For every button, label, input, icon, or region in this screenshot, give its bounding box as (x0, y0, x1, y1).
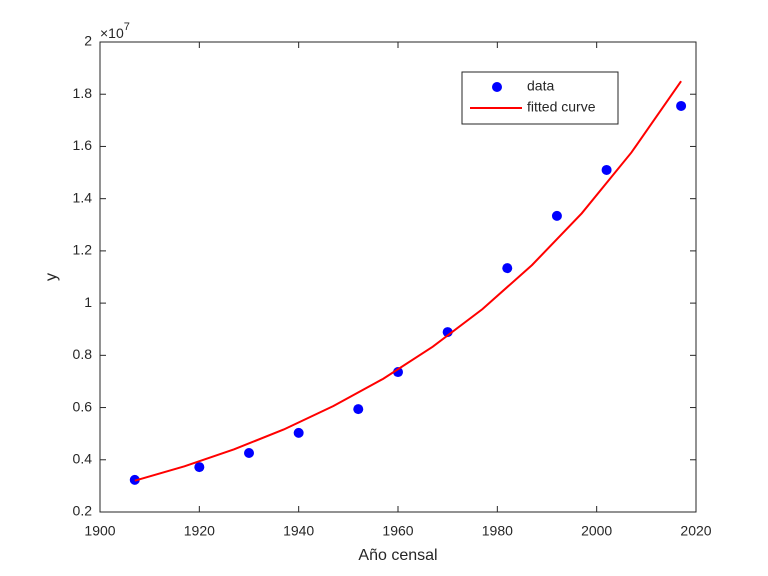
data-point (601, 164, 612, 175)
y-tick-label: 1.6 (73, 137, 93, 153)
y-tick-label: 2 (84, 33, 92, 49)
data-point (353, 404, 364, 415)
data-point (194, 462, 205, 473)
y-tick-label: 1.4 (73, 189, 93, 205)
data-point (551, 210, 562, 221)
y-tick-label: 1 (84, 294, 92, 310)
fitted-line (134, 80, 682, 482)
x-tick-label: 1980 (482, 523, 513, 539)
y-exponent: ×107 (100, 21, 130, 41)
x-tick-label: 1960 (382, 523, 413, 539)
data-point (244, 447, 254, 458)
y-tick-label: 0.2 (73, 503, 93, 519)
x-tick-label: 1940 (283, 523, 314, 539)
data-point (393, 367, 403, 378)
y-tick-label: 1.8 (73, 85, 93, 101)
y-exponent-power: 7 (124, 21, 130, 33)
x-tick-label: 2020 (680, 523, 711, 539)
data-point (676, 100, 687, 111)
x-axis-label: Año censal (358, 547, 437, 564)
y-exponent-base: ×10 (100, 25, 124, 41)
legend-marker (492, 82, 502, 92)
y-tick-label: 0.8 (73, 346, 93, 362)
data-point (502, 263, 513, 274)
y-tick-label: 0.6 (73, 398, 93, 414)
x-tick-label: 1900 (84, 523, 115, 539)
legend-label: data (527, 78, 554, 94)
y-tick-label: 0.4 (73, 450, 93, 466)
x-tick-label: 2000 (581, 523, 612, 539)
y-tick-label: 1.2 (73, 242, 93, 258)
x-tick-label: 1920 (184, 523, 215, 539)
data-point (293, 427, 304, 438)
legend-label: fitted curve (527, 99, 596, 115)
y-axis-label: y (43, 273, 60, 281)
legend-box (461, 71, 619, 125)
